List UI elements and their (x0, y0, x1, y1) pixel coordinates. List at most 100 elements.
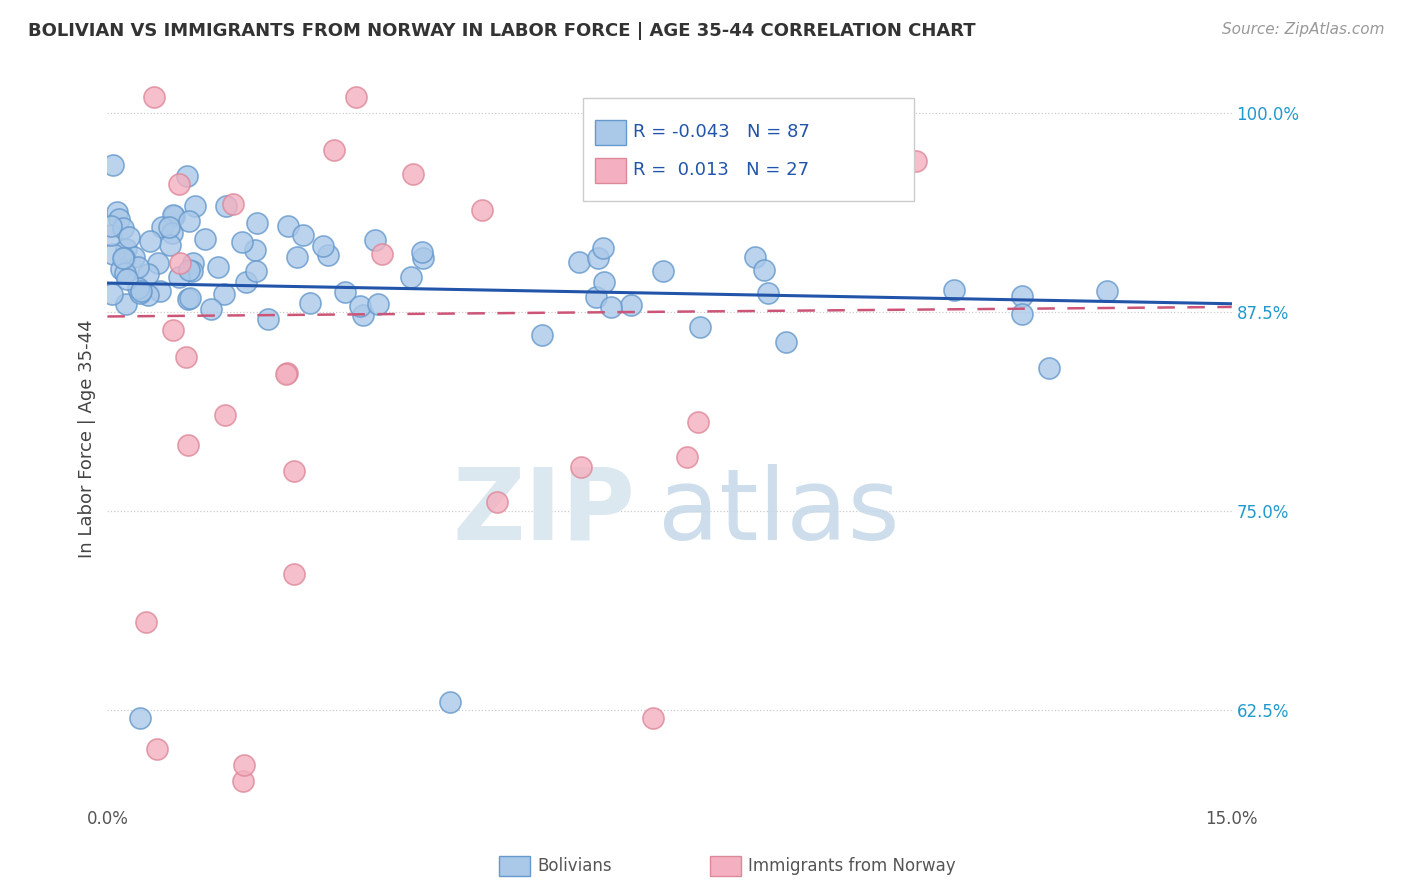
Text: R =  0.013   N = 27: R = 0.013 N = 27 (633, 161, 808, 179)
Point (105, 205, 128, 219)
Text: Immigrants from Norway: Immigrants from Norway (748, 857, 956, 875)
Point (101, 158, 124, 172)
Point (754, 262, 776, 277)
Point (118, 229, 141, 244)
Point (344, 90, 367, 104)
Point (485, 494, 508, 508)
Text: ZIP: ZIP (453, 464, 636, 561)
Point (222, 196, 245, 211)
Point (129, 284, 152, 298)
Point (756, 285, 779, 300)
Point (114, 243, 136, 257)
Point (274, 368, 297, 382)
Y-axis label: In Labor Force | Age 35-44: In Labor Force | Age 35-44 (79, 319, 96, 558)
Point (124, 250, 146, 264)
Point (298, 296, 321, 310)
Point (179, 262, 201, 277)
Point (943, 283, 966, 297)
Point (323, 144, 346, 158)
Point (180, 264, 202, 278)
Point (291, 228, 314, 243)
Point (243, 244, 266, 258)
Text: Bolivians: Bolivians (537, 857, 612, 875)
Point (146, 742, 169, 756)
Point (316, 248, 339, 262)
Point (111, 221, 134, 235)
Point (103, 247, 125, 261)
Point (568, 255, 591, 269)
Point (599, 300, 621, 314)
Point (138, 234, 160, 248)
Point (162, 323, 184, 337)
Point (162, 208, 184, 222)
Point (371, 247, 394, 261)
Point (744, 250, 766, 264)
Point (277, 219, 299, 233)
Point (1011, 307, 1033, 321)
Point (179, 291, 201, 305)
Point (207, 260, 229, 275)
Point (586, 251, 609, 265)
Point (245, 263, 267, 277)
Point (117, 272, 139, 286)
Point (283, 567, 305, 582)
Point (200, 302, 222, 317)
Point (179, 214, 201, 228)
Point (652, 264, 675, 278)
Point (569, 459, 592, 474)
Point (312, 239, 335, 253)
Point (1038, 361, 1060, 376)
Point (283, 464, 305, 478)
Point (169, 256, 191, 270)
Point (352, 309, 374, 323)
Point (367, 297, 389, 311)
Text: BOLIVIAN VS IMMIGRANTS FROM NORWAY IN LABOR FORCE | AGE 35-44 CORRELATION CHART: BOLIVIAN VS IMMIGRANTS FROM NORWAY IN LA… (28, 22, 976, 40)
Point (112, 251, 135, 265)
Point (412, 251, 434, 265)
Point (136, 287, 159, 301)
Point (194, 232, 217, 246)
Point (643, 710, 665, 724)
Point (471, 202, 494, 217)
Point (174, 351, 197, 365)
Point (232, 758, 254, 772)
Point (214, 408, 236, 422)
Point (688, 415, 710, 429)
Point (675, 450, 697, 464)
Point (114, 266, 136, 280)
Point (411, 245, 433, 260)
Point (232, 774, 254, 789)
Point (108, 212, 131, 227)
Point (110, 262, 132, 277)
Point (287, 250, 309, 264)
Point (257, 312, 280, 326)
Point (585, 290, 607, 304)
Point (402, 167, 425, 181)
Point (439, 695, 461, 709)
Point (100, 227, 122, 242)
Point (162, 227, 184, 241)
Point (129, 286, 152, 301)
Point (114, 297, 136, 311)
Point (235, 275, 257, 289)
Point (127, 281, 149, 295)
Point (138, 267, 160, 281)
Point (163, 209, 186, 223)
Point (620, 298, 643, 312)
Point (276, 366, 298, 380)
Point (1095, 285, 1118, 299)
Point (176, 169, 198, 184)
Text: atlas: atlas (658, 464, 900, 561)
Point (349, 299, 371, 313)
Point (689, 320, 711, 334)
Point (1011, 289, 1033, 303)
Point (177, 438, 200, 452)
Point (150, 219, 173, 234)
Point (531, 327, 554, 342)
Point (592, 241, 614, 255)
Text: R = -0.043   N = 87: R = -0.043 N = 87 (633, 123, 810, 141)
Point (904, 153, 927, 168)
Point (245, 216, 267, 230)
Point (129, 710, 152, 724)
Point (775, 334, 797, 349)
